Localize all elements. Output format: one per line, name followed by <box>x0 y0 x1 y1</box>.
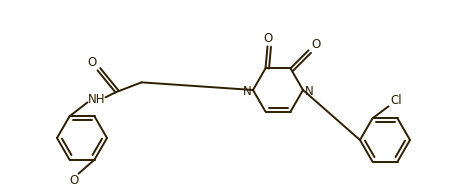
Text: O: O <box>311 38 320 51</box>
Text: N: N <box>305 84 313 97</box>
Text: Cl: Cl <box>391 94 402 107</box>
Text: NH: NH <box>88 93 105 106</box>
Text: O: O <box>88 56 97 69</box>
Text: O: O <box>70 174 79 187</box>
Text: O: O <box>264 32 273 45</box>
Text: N: N <box>243 84 251 97</box>
